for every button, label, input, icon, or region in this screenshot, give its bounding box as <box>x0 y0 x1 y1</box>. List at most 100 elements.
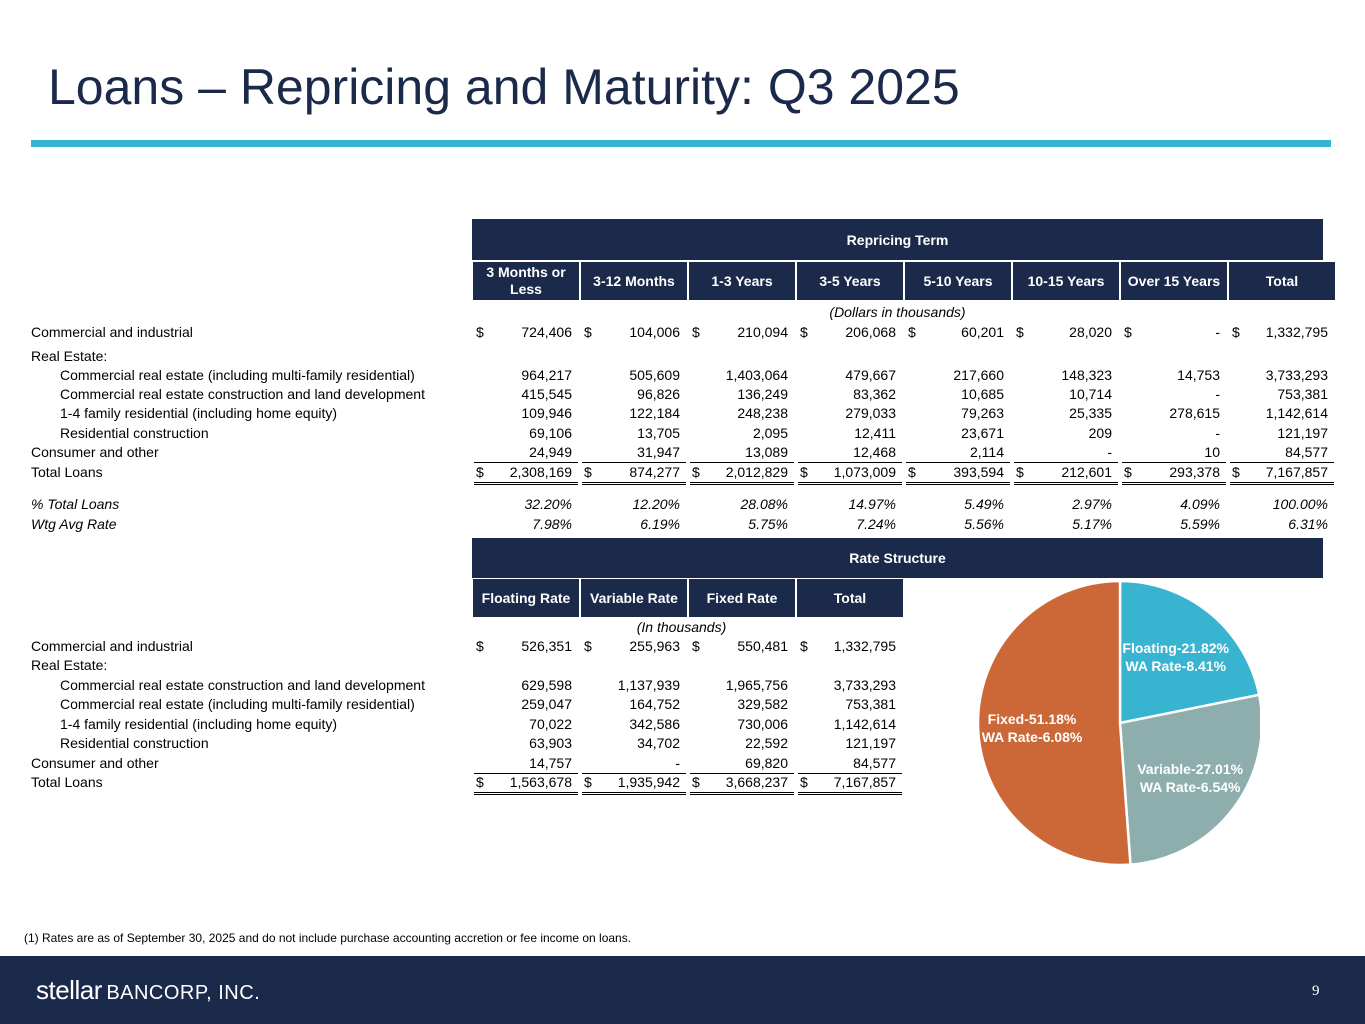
cell-value: 479,667 <box>845 367 896 383</box>
column-header: Total <box>1229 262 1335 300</box>
table-row: % Total Loans 32.20% 12.20% 28.08% 14.97% 5.4… <box>0 495 1365 515</box>
cell-value: - <box>1107 444 1112 460</box>
table-row: Commercial real estate (including multi-… <box>0 695 1365 715</box>
cell-value: - <box>1215 386 1220 402</box>
cell-value: 259,047 <box>521 696 572 712</box>
currency-symbol: $ <box>800 774 808 790</box>
table-cell: 34,702 <box>582 735 686 753</box>
row-label: Total Loans <box>31 464 103 480</box>
cell-value: 14,757 <box>529 755 572 771</box>
title-divider <box>31 140 1331 147</box>
table-cell: $60,201 <box>906 324 1010 342</box>
cell-value: 12,411 <box>854 425 896 441</box>
cell-value: 84,577 <box>1285 444 1328 460</box>
table-cell: 10,714 <box>1014 386 1118 404</box>
currency-symbol: $ <box>476 638 484 654</box>
table-cell: 84,577 <box>1230 444 1334 463</box>
company-logo: stellar BANCORP, INC. <box>36 975 260 1006</box>
cell-value: 505,609 <box>629 367 680 383</box>
table-cell: $255,963 <box>582 638 686 656</box>
cell-value: 7,167,857 <box>1265 464 1328 480</box>
table-cell: 479,667 <box>798 367 902 385</box>
currency-symbol: $ <box>1232 324 1240 340</box>
table-cell: 248,238 <box>690 405 794 423</box>
table-cell: $210,094 <box>690 324 794 342</box>
table-cell: 79,263 <box>906 405 1010 423</box>
table-cell: 278,615 <box>1122 405 1226 423</box>
table-cell: 84,577 <box>798 755 902 774</box>
row-label: Commercial and industrial <box>31 638 193 654</box>
table-cell: $393,594 <box>906 464 1010 485</box>
page-number: 9 <box>1312 983 1320 999</box>
table-cell: $874,277 <box>582 464 686 485</box>
currency-symbol: $ <box>908 464 916 480</box>
column-header: 1-3 Years <box>689 262 795 300</box>
cell-value: 10 <box>1204 444 1220 460</box>
column-header: Over 15 Years <box>1121 262 1227 300</box>
cell-value: 255,963 <box>629 638 680 654</box>
rate-structure-units: (In thousands) <box>636 619 727 635</box>
row-label: Consumer and other <box>31 444 159 460</box>
table-cell: - <box>1122 386 1226 404</box>
cell-value: 342,586 <box>629 716 680 732</box>
table-cell: 12,411 <box>798 425 902 443</box>
table-cell: $1,563,678 <box>474 774 578 795</box>
cell-value: 2.97% <box>1072 496 1112 512</box>
table-cell: 5.56% <box>906 516 1010 534</box>
currency-symbol: $ <box>1016 324 1024 340</box>
table-cell: 964,217 <box>474 367 578 385</box>
table-cell: 25,335 <box>1014 405 1118 423</box>
cell-value: 2,308,169 <box>509 464 572 480</box>
table-cell: 10,685 <box>906 386 1010 404</box>
cell-value: 1,137,939 <box>617 677 680 693</box>
table-cell: 63,903 <box>474 735 578 753</box>
cell-value: 121,197 <box>845 735 896 751</box>
cell-value: 1,403,064 <box>725 367 788 383</box>
row-label: Residential construction <box>60 425 209 441</box>
table-row: Commercial and industrial $526,351 $255,96… <box>0 637 1365 657</box>
table-cell: 23,671 <box>906 425 1010 443</box>
cell-value: 3,733,293 <box>1265 367 1328 383</box>
table-cell: $1,935,942 <box>582 774 686 795</box>
table-cell: 7.24% <box>798 516 902 534</box>
cell-value: - <box>675 755 680 771</box>
cell-value: 2,012,829 <box>725 464 788 480</box>
cell-value: 629,598 <box>521 677 572 693</box>
table-row: Consumer and other 24,949 31,947 13,089 12,4… <box>0 443 1365 463</box>
cell-value: 13,089 <box>745 444 788 460</box>
cell-value: 206,068 <box>845 324 896 340</box>
currency-symbol: $ <box>908 324 916 340</box>
pie-label-fixed: Fixed-51.18% <box>988 711 1077 727</box>
table-cell: 70,022 <box>474 716 578 734</box>
currency-symbol: $ <box>1016 464 1024 480</box>
cell-value: 12,468 <box>853 444 896 460</box>
table-row: Total Loans $1,563,678 $1,935,942 $3,668,23… <box>0 773 1365 795</box>
table-row: Residential construction 69,106 13,705 2,09… <box>0 424 1365 444</box>
cell-value: 104,006 <box>629 324 680 340</box>
pie-label-variable: WA Rate-6.54% <box>1140 779 1241 795</box>
cell-value: 5.59% <box>1180 516 1220 532</box>
column-header: 3-12 Months <box>581 262 687 300</box>
cell-value: - <box>1215 324 1220 340</box>
cell-value: 63,903 <box>529 735 572 751</box>
cell-value: 100.00% <box>1272 496 1328 512</box>
cell-value: 96,826 <box>637 386 680 402</box>
table-cell: 69,820 <box>690 755 794 774</box>
table-row: 1-4 family residential (including home e… <box>0 404 1365 424</box>
cell-value: 12.20% <box>632 496 680 512</box>
cell-value: 136,249 <box>737 386 788 402</box>
currency-symbol: $ <box>476 464 484 480</box>
column-header: Floating Rate <box>473 579 579 617</box>
cell-value: 6.31% <box>1288 516 1328 532</box>
cell-value: 1,073,009 <box>833 464 896 480</box>
cell-value: 6.19% <box>640 516 680 532</box>
table-cell: 14,753 <box>1122 367 1226 385</box>
cell-value: 14,753 <box>1177 367 1220 383</box>
cell-value: 10,714 <box>1069 386 1112 402</box>
cell-value: 122,184 <box>629 405 680 421</box>
cell-value: 753,381 <box>1277 386 1328 402</box>
cell-value: 753,381 <box>845 696 896 712</box>
cell-value: 1,935,942 <box>617 774 680 790</box>
table-cell: 100.00% <box>1230 496 1334 514</box>
cell-value: 7,167,857 <box>833 774 896 790</box>
